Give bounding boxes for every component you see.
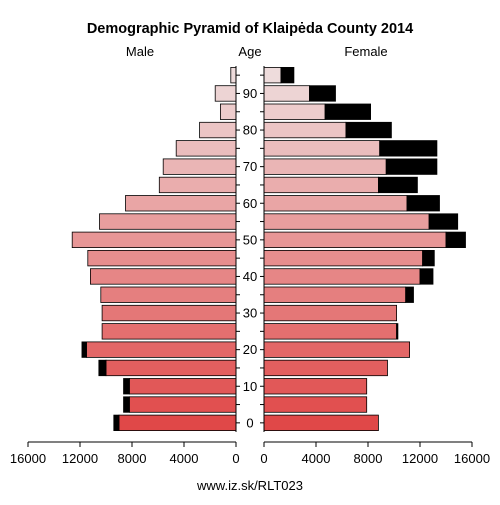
female-bar xyxy=(263,341,411,358)
age-label: Age xyxy=(238,44,261,59)
female-bar xyxy=(263,231,447,249)
female-bar xyxy=(263,121,347,139)
male-bar xyxy=(128,378,237,395)
male-excess-bar xyxy=(123,378,130,395)
female-excess-bar xyxy=(406,195,440,212)
male-bar xyxy=(101,304,237,322)
chart-title: Demographic Pyramid of Klaipėda County 2… xyxy=(87,21,413,37)
female-label: Female xyxy=(344,44,387,59)
female-bar xyxy=(263,378,368,395)
x-tick-label: 4000 xyxy=(302,451,331,466)
female-bar xyxy=(263,103,326,120)
female-bar xyxy=(263,158,387,175)
male-bar xyxy=(214,85,237,102)
x-tick-label: 16000 xyxy=(10,451,46,466)
male-bars xyxy=(71,67,237,432)
age-tick-label: 80 xyxy=(243,123,257,138)
female-excess-bar xyxy=(324,103,372,120)
male-bar xyxy=(86,341,237,358)
female-excess-bar xyxy=(280,67,295,84)
female-bar xyxy=(263,304,398,322)
female-excess-bar xyxy=(309,85,336,102)
male-bar xyxy=(162,158,237,175)
male-bar xyxy=(101,323,237,340)
male-excess-bar xyxy=(123,396,130,413)
male-bar xyxy=(175,140,237,157)
male-excess-bar xyxy=(113,414,120,432)
female-bar xyxy=(263,195,408,212)
age-tick-label: 0 xyxy=(246,415,253,430)
male-bar xyxy=(158,176,237,194)
age-tick-label: 50 xyxy=(243,232,257,247)
x-tick-label: 0 xyxy=(260,451,267,466)
female-bar xyxy=(263,268,421,285)
age-tick-label: 40 xyxy=(243,269,257,284)
age-axis: 0 10 20 30 40 50 60 70 80 90 xyxy=(235,66,265,432)
x-tick-label: 4000 xyxy=(170,451,199,466)
female-bar xyxy=(263,323,398,340)
female-bar xyxy=(263,140,381,157)
age-tick-label: 70 xyxy=(243,159,257,174)
male-bar xyxy=(90,268,237,285)
male-bar xyxy=(100,286,237,303)
female-bar xyxy=(263,67,282,84)
female-bar xyxy=(263,176,379,194)
female-excess-bar xyxy=(428,213,459,230)
footer-url: www.iz.sk/RLT023 xyxy=(196,478,303,493)
age-tick-label: 60 xyxy=(243,196,257,211)
male-bar xyxy=(128,396,237,413)
x-tick-label: 8000 xyxy=(354,451,383,466)
female-excess-bar xyxy=(422,249,435,267)
female-bar xyxy=(263,414,379,432)
female-bar xyxy=(263,359,388,377)
female-bars xyxy=(263,67,466,432)
age-tick-label: 30 xyxy=(243,306,257,321)
female-bar xyxy=(263,213,430,230)
female-bar xyxy=(263,396,368,413)
male-bar xyxy=(105,359,237,377)
female-bar xyxy=(263,249,424,267)
male-label: Male xyxy=(126,44,154,59)
female-excess-bar xyxy=(385,158,438,175)
male-bar xyxy=(230,67,237,84)
x-tick-label: 16000 xyxy=(454,451,490,466)
female-excess-bar xyxy=(377,176,418,194)
x-tick-label: 12000 xyxy=(402,451,438,466)
x-axis-right: 0 4000 8000 12000 16000 xyxy=(260,441,490,466)
female-excess-bar xyxy=(445,231,466,249)
male-bar xyxy=(219,103,237,120)
age-tick-label: 90 xyxy=(243,86,257,101)
female-excess-bar xyxy=(419,268,434,285)
male-excess-bar xyxy=(81,341,87,358)
male-bar xyxy=(118,414,237,432)
female-bar xyxy=(263,85,310,102)
x-tick-label: 0 xyxy=(232,451,239,466)
age-tick-label: 20 xyxy=(243,342,257,357)
male-bar xyxy=(199,121,237,139)
female-excess-bar xyxy=(345,121,392,139)
female-excess-bar xyxy=(396,323,399,340)
male-bar xyxy=(87,249,237,267)
female-excess-bar xyxy=(405,286,414,303)
x-axis-left: 16000 12000 8000 4000 0 xyxy=(10,441,240,466)
age-tick-label: 10 xyxy=(243,379,257,394)
female-bar xyxy=(263,286,407,303)
male-bar xyxy=(125,195,237,212)
male-excess-bar xyxy=(98,359,107,377)
x-tick-label: 12000 xyxy=(62,451,98,466)
male-bar xyxy=(99,213,237,230)
x-tick-label: 8000 xyxy=(118,451,147,466)
male-bar xyxy=(71,231,237,249)
female-excess-bar xyxy=(379,140,438,157)
